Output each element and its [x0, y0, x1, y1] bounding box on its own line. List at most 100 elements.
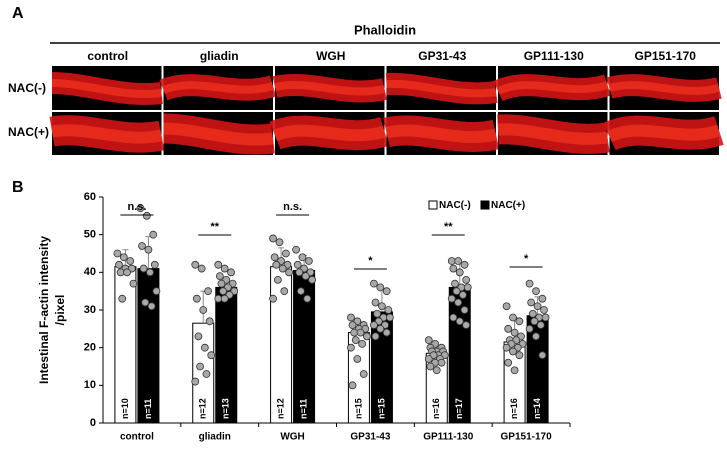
data-point — [123, 268, 131, 277]
data-point — [275, 238, 284, 247]
data-point — [454, 257, 463, 265]
row-label: NAC(-) — [8, 81, 46, 95]
data-point — [152, 287, 161, 296]
data-point — [292, 245, 300, 254]
data-point — [144, 245, 153, 254]
data-point — [308, 275, 316, 284]
data-point — [373, 309, 382, 318]
data-point — [202, 370, 211, 378]
data-point — [113, 249, 122, 258]
data-point — [149, 230, 158, 239]
data-point — [200, 343, 209, 352]
data-point — [115, 260, 123, 269]
data-point — [532, 332, 540, 341]
data-point — [347, 313, 355, 322]
n-label: n=14 — [532, 398, 542, 419]
data-point — [348, 321, 357, 329]
data-point — [119, 253, 128, 262]
data-point — [502, 302, 511, 311]
data-point — [370, 321, 378, 329]
y-tick-label: 60 — [84, 191, 96, 203]
data-point — [455, 317, 464, 326]
worm-core — [608, 81, 720, 95]
data-point — [207, 351, 216, 360]
worm-core — [274, 80, 386, 96]
data-point — [451, 279, 459, 288]
data-point — [147, 302, 156, 311]
data-point — [454, 298, 463, 307]
data-point — [540, 306, 548, 314]
n-label: n=16 — [509, 398, 519, 419]
data-point — [452, 287, 461, 296]
data-point — [348, 381, 357, 390]
n-label: n=16 — [431, 398, 441, 419]
y-tick-label: 50 — [84, 229, 96, 241]
data-point — [227, 268, 235, 277]
data-point — [194, 332, 203, 341]
x-tick-label: WGH — [280, 432, 304, 443]
data-point — [273, 275, 282, 284]
data-point — [199, 306, 208, 314]
data-point — [285, 268, 293, 277]
data-point — [351, 336, 360, 345]
data-point — [502, 343, 511, 352]
data-point — [424, 355, 433, 363]
significance-label: ** — [210, 221, 219, 233]
worm-core — [497, 123, 609, 145]
data-point — [269, 234, 277, 243]
significance-label: n.s. — [127, 201, 146, 213]
x-tick-label: gliadin — [199, 432, 231, 443]
data-point — [530, 317, 539, 326]
data-point — [504, 324, 513, 333]
data-point — [371, 298, 380, 307]
data-point — [460, 306, 469, 314]
data-point — [509, 313, 517, 322]
data-point — [301, 272, 310, 281]
data-point — [197, 264, 206, 273]
data-point — [426, 362, 435, 371]
y-tick-label: 20 — [84, 342, 96, 354]
x-tick-label: GP31-43 — [350, 432, 390, 443]
data-point — [192, 294, 201, 303]
significance-label: * — [524, 253, 529, 265]
x-tick-label: GP111-130 — [423, 432, 473, 443]
data-point — [510, 328, 519, 337]
y-tick-label: 10 — [84, 379, 96, 391]
n-label: n=12 — [198, 398, 208, 419]
x-tick-label: GP151-170 — [501, 432, 553, 443]
data-point — [217, 279, 226, 288]
significance-label: * — [368, 255, 373, 267]
data-point — [382, 328, 391, 337]
data-point — [378, 302, 386, 311]
worm-core — [50, 124, 163, 144]
data-point — [371, 332, 380, 341]
worm-core — [385, 124, 498, 143]
data-point — [116, 268, 125, 277]
data-point — [347, 343, 355, 352]
data-point — [525, 279, 534, 288]
panel-label: A — [12, 5, 24, 22]
data-point — [510, 366, 519, 375]
worm-core — [607, 124, 721, 143]
data-point — [353, 355, 362, 363]
n-label: n=11 — [298, 399, 308, 419]
data-point — [356, 328, 365, 337]
data-point — [363, 332, 371, 341]
data-point — [376, 324, 385, 333]
data-point — [509, 347, 517, 356]
data-point — [382, 287, 391, 296]
n-label: n=11 — [143, 399, 153, 419]
y-tick-label: 30 — [84, 304, 96, 316]
data-point — [141, 298, 150, 307]
data-point — [220, 264, 229, 273]
data-point — [455, 268, 464, 277]
y-tick-label: 40 — [84, 266, 96, 278]
data-point — [528, 309, 537, 318]
data-point — [214, 260, 223, 269]
data-point — [386, 313, 394, 322]
data-point — [191, 377, 200, 386]
legend-swatch — [428, 200, 438, 210]
n-label: n=15 — [353, 398, 363, 419]
column-label: GP111-130 — [524, 49, 584, 63]
